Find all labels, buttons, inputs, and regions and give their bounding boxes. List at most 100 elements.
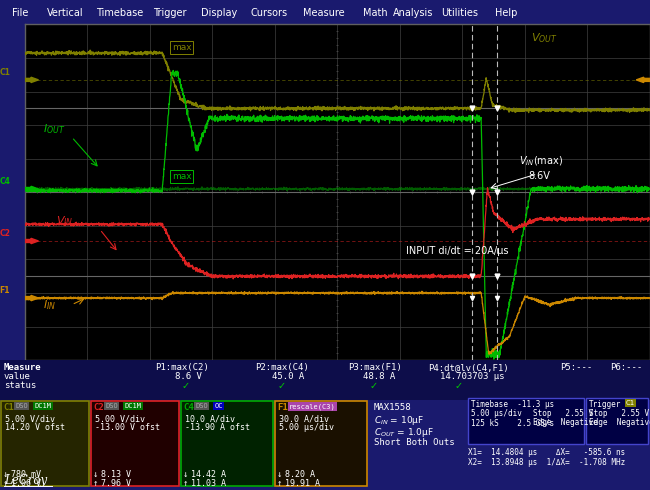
Text: C1: C1 bbox=[3, 403, 14, 412]
Text: 14.20 V ofst: 14.20 V ofst bbox=[5, 423, 65, 432]
Text: 125 kS    2.5 GS/s: 125 kS 2.5 GS/s bbox=[471, 418, 554, 427]
Text: P6:---: P6:--- bbox=[610, 363, 642, 372]
Text: Vertical: Vertical bbox=[47, 8, 83, 18]
Text: 14.703703 μs: 14.703703 μs bbox=[440, 372, 504, 381]
Text: ✓: ✓ bbox=[455, 381, 463, 391]
Text: Math: Math bbox=[363, 8, 387, 18]
Text: status: status bbox=[4, 381, 36, 390]
Text: C2: C2 bbox=[0, 229, 10, 238]
Text: P4:dt@lv(C4,F1): P4:dt@lv(C4,F1) bbox=[428, 363, 508, 372]
Text: 19.91 A: 19.91 A bbox=[285, 479, 320, 488]
Text: 8.6V: 8.6V bbox=[528, 171, 550, 181]
Text: P2:max(C4): P2:max(C4) bbox=[255, 363, 309, 372]
Text: 5.00 μs/div: 5.00 μs/div bbox=[471, 409, 522, 418]
Text: ↑: ↑ bbox=[93, 479, 98, 488]
Text: MAX1558: MAX1558 bbox=[374, 403, 411, 412]
Bar bbox=[0, 360, 650, 400]
Text: 11.03 A: 11.03 A bbox=[191, 479, 226, 488]
Text: INPUT di/dt = 20A/μs: INPUT di/dt = 20A/μs bbox=[406, 246, 509, 256]
Text: DSO: DSO bbox=[195, 403, 208, 409]
Text: Measure: Measure bbox=[4, 363, 42, 372]
Text: -13.90 A ofst: -13.90 A ofst bbox=[185, 423, 250, 432]
Text: ↑: ↑ bbox=[277, 479, 282, 488]
Text: Display: Display bbox=[202, 8, 238, 18]
Text: P3:max(F1): P3:max(F1) bbox=[348, 363, 402, 372]
Text: 8.6 V: 8.6 V bbox=[175, 372, 202, 381]
Text: X1=  14.4804 μs    ΔX=   -585.6 ns: X1= 14.4804 μs ΔX= -585.6 ns bbox=[468, 448, 625, 457]
Text: rescale(C3): rescale(C3) bbox=[289, 403, 336, 410]
Bar bbox=[468, 398, 584, 444]
Text: Edge  Negative: Edge Negative bbox=[533, 418, 598, 427]
Text: ✓: ✓ bbox=[182, 381, 190, 391]
Text: ✓: ✓ bbox=[370, 381, 378, 391]
Text: DSO: DSO bbox=[15, 403, 28, 409]
Text: 1.06 V: 1.06 V bbox=[11, 479, 41, 488]
Text: F1: F1 bbox=[277, 403, 288, 412]
Text: DSO: DSO bbox=[105, 403, 118, 409]
Text: ↓: ↓ bbox=[93, 470, 98, 479]
Text: F1: F1 bbox=[0, 286, 10, 295]
Text: P5:---: P5:--- bbox=[560, 363, 592, 372]
Text: Trigger: Trigger bbox=[153, 8, 187, 18]
Text: 48.8 A: 48.8 A bbox=[363, 372, 395, 381]
Text: $V_{IN}$(max): $V_{IN}$(max) bbox=[519, 154, 563, 168]
FancyArrow shape bbox=[25, 77, 38, 83]
Text: C4: C4 bbox=[183, 403, 194, 412]
Text: C2: C2 bbox=[93, 403, 104, 412]
Text: File: File bbox=[12, 8, 28, 18]
Text: Timebase  -11.3 μs: Timebase -11.3 μs bbox=[471, 400, 554, 409]
Text: ↓: ↓ bbox=[3, 470, 8, 479]
Text: -13.00 V ofst: -13.00 V ofst bbox=[95, 423, 160, 432]
Text: C1: C1 bbox=[0, 68, 10, 77]
Bar bbox=[91, 401, 179, 486]
Text: 8.20 A: 8.20 A bbox=[285, 470, 315, 479]
Text: Utilities: Utilities bbox=[441, 8, 478, 18]
FancyArrow shape bbox=[25, 186, 38, 192]
FancyArrow shape bbox=[25, 238, 38, 244]
Text: Short Both Outs: Short Both Outs bbox=[374, 438, 454, 447]
Text: C1: C1 bbox=[626, 400, 635, 406]
Text: 5.00 V/div: 5.00 V/div bbox=[5, 414, 55, 423]
Text: ↓: ↓ bbox=[183, 470, 188, 479]
Text: Trigger: Trigger bbox=[589, 400, 621, 409]
FancyArrow shape bbox=[25, 295, 38, 301]
Bar bbox=[275, 401, 367, 486]
Text: 10.0 A/div: 10.0 A/div bbox=[185, 414, 235, 423]
Text: max: max bbox=[172, 43, 191, 51]
Bar bbox=[181, 401, 273, 486]
Text: Help: Help bbox=[495, 8, 517, 18]
Text: Edge  Negative: Edge Negative bbox=[589, 418, 650, 427]
Text: $I_{IN}$: $I_{IN}$ bbox=[44, 298, 57, 312]
Text: C4: C4 bbox=[0, 177, 10, 186]
Text: ↑: ↑ bbox=[183, 479, 188, 488]
Text: Measure: Measure bbox=[303, 8, 345, 18]
Bar bbox=[586, 398, 648, 444]
Text: 14.42 A: 14.42 A bbox=[191, 470, 226, 479]
Text: max: max bbox=[172, 172, 191, 181]
Text: 5.00 μs/div: 5.00 μs/div bbox=[279, 423, 334, 432]
Text: $V_{IN}$: $V_{IN}$ bbox=[56, 214, 73, 228]
Text: X2=  13.8948 μs  1/ΔX=  -1.708 MHz: X2= 13.8948 μs 1/ΔX= -1.708 MHz bbox=[468, 458, 625, 467]
Text: Timebase: Timebase bbox=[96, 8, 144, 18]
Text: ✓: ✓ bbox=[278, 381, 286, 391]
Text: 5.00 V/div: 5.00 V/div bbox=[95, 414, 145, 423]
Text: 7.96 V: 7.96 V bbox=[101, 479, 131, 488]
Text: Stop   2.55 V: Stop 2.55 V bbox=[589, 409, 649, 418]
Text: $V_{OUT}$: $V_{OUT}$ bbox=[531, 31, 558, 45]
Text: $C_{OUT}$ = 1.0μF: $C_{OUT}$ = 1.0μF bbox=[374, 426, 434, 439]
Text: DC1M: DC1M bbox=[34, 403, 51, 409]
Bar bbox=[1, 401, 89, 486]
Text: 780 mV: 780 mV bbox=[11, 470, 41, 479]
Text: Analysis: Analysis bbox=[393, 8, 433, 18]
Text: OC: OC bbox=[214, 403, 223, 409]
Text: DC1M: DC1M bbox=[125, 403, 142, 409]
Text: P1:max(C2): P1:max(C2) bbox=[155, 363, 209, 372]
Text: LeCroy: LeCroy bbox=[4, 474, 47, 487]
FancyArrow shape bbox=[636, 77, 650, 83]
Text: Stop   2.55 V: Stop 2.55 V bbox=[533, 409, 593, 418]
Text: Cursors: Cursors bbox=[250, 8, 287, 18]
Text: 8.13 V: 8.13 V bbox=[101, 470, 131, 479]
Text: $C_{IN}$ = 10μF: $C_{IN}$ = 10μF bbox=[374, 414, 424, 427]
Text: 30.0 A/div: 30.0 A/div bbox=[279, 414, 329, 423]
Text: $I_{OUT}$: $I_{OUT}$ bbox=[44, 122, 66, 136]
